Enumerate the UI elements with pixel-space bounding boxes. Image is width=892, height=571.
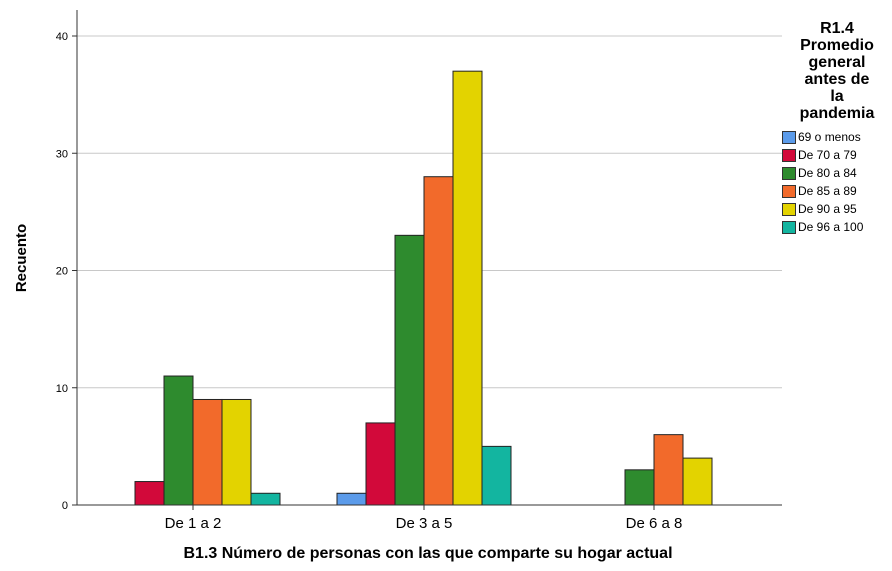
legend-swatch (782, 130, 796, 144)
legend-item: De 96 a 100 (782, 218, 892, 236)
legend-title-line: Promedio (800, 37, 874, 54)
x-tick-label: De 1 a 2 (165, 515, 222, 532)
legend-item: De 70 a 79 (782, 146, 892, 164)
bar (221, 398, 252, 506)
bar (394, 234, 425, 506)
y-tick-labels: 0 10 20 30 40 (56, 31, 77, 512)
legend-title-line: R1.4 (820, 20, 854, 37)
legend-item: De 90 a 95 (782, 200, 892, 218)
bars (134, 70, 713, 506)
legend-title-line: la (830, 88, 844, 105)
legend-swatch (782, 202, 796, 216)
bar (365, 422, 396, 506)
legend-items: 69 o menos De 70 a 79 De 80 a 84 De 85 a… (782, 128, 892, 236)
bar (163, 375, 194, 506)
bar (653, 434, 684, 506)
legend-title: R1.4 Promedio general antes de la pandem… (782, 20, 892, 122)
bar (250, 492, 281, 506)
legend-title-line: general (808, 54, 866, 71)
legend-item: De 85 a 89 (782, 182, 892, 200)
legend-item: 69 o menos (782, 128, 892, 146)
bar (192, 398, 223, 506)
x-axis-title: B1.3 Número de personas con las que comp… (183, 545, 672, 562)
bar (452, 70, 483, 506)
bar (682, 457, 713, 506)
legend-swatch (782, 148, 796, 162)
y-tick-label: 0 (62, 500, 68, 512)
legend-swatch (782, 166, 796, 180)
legend-label: De 96 a 100 (798, 220, 864, 234)
legend-label: De 80 a 84 (798, 166, 857, 180)
y-tick-label: 20 (56, 266, 68, 278)
y-axis-title: Recuento (13, 224, 30, 292)
y-tick-label: 10 (56, 383, 68, 395)
x-tick-label: De 6 a 8 (626, 515, 683, 532)
legend-swatch (782, 220, 796, 234)
bar (134, 481, 165, 506)
axes (76, 10, 782, 506)
bar (624, 469, 655, 506)
legend-title-line: pandemia (799, 105, 875, 122)
legend-label: 69 o menos (798, 130, 861, 144)
bar (481, 445, 512, 506)
legend-swatch (782, 184, 796, 198)
legend-label: De 70 a 79 (798, 148, 857, 162)
legend-label: De 90 a 95 (798, 202, 857, 216)
bar (423, 176, 454, 506)
legend: R1.4 Promedio general antes de la pandem… (782, 20, 892, 236)
legend-item: De 80 a 84 (782, 164, 892, 182)
legend-title-line: antes de (804, 71, 870, 88)
legend-label: De 85 a 89 (798, 184, 857, 198)
x-tick-labels: De 1 a 2 De 3 a 5 De 6 a 8 (165, 505, 683, 532)
y-tick-label: 30 (56, 148, 68, 160)
x-tick-label: De 3 a 5 (396, 515, 453, 532)
bar (336, 492, 367, 506)
y-tick-label: 40 (56, 31, 68, 43)
